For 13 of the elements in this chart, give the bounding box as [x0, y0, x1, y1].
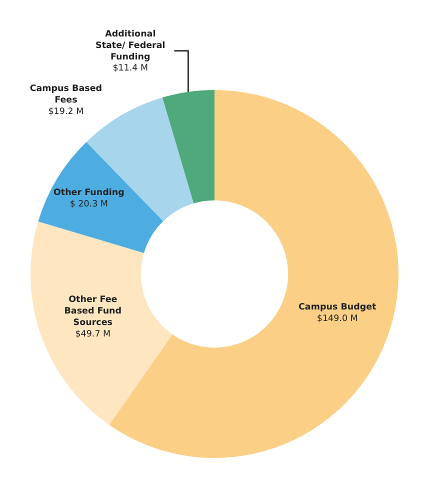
donut-slice [162, 90, 214, 204]
data-label: $11.4 M [112, 64, 148, 74]
data-label: $19.2 M [48, 106, 84, 117]
slice-label: Campus Based Fees [30, 84, 102, 106]
donut-slice [30, 221, 172, 425]
data-label: $149.0 M [316, 314, 358, 324]
slice-label: Other Funding [53, 188, 124, 198]
slice-label: Other Fee Based Fund Sources [64, 295, 122, 328]
data-label: $ 20.3 M [70, 199, 108, 210]
slice-label: Campus Budget [298, 302, 376, 313]
donut-slice [38, 142, 164, 253]
slice-label: Additional State/ Federal Funding [96, 30, 166, 62]
data-label: $49.7 M [75, 329, 111, 340]
